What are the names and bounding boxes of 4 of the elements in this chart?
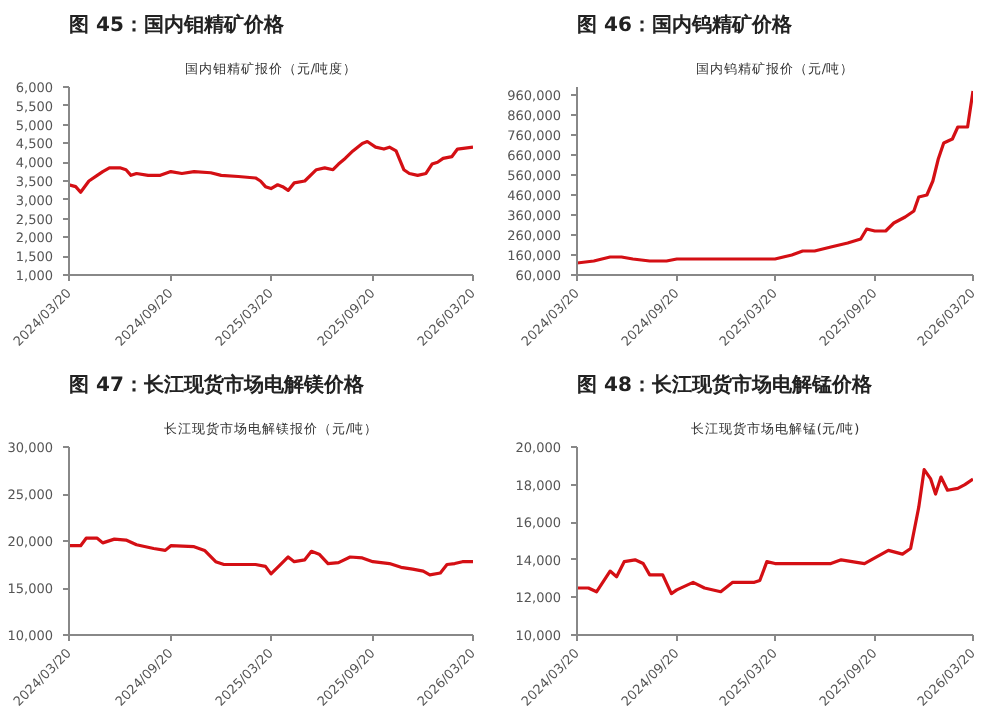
- chart-title: 图 48：长江现货市场电解锰价格: [577, 373, 874, 397]
- chart-title: 图 46：国内钨精矿价格: [577, 13, 794, 37]
- chart-title: 图 47：长江现货市场电解镁价格: [69, 373, 366, 397]
- chart-title: 图 45：国内钼精矿价格: [69, 13, 286, 37]
